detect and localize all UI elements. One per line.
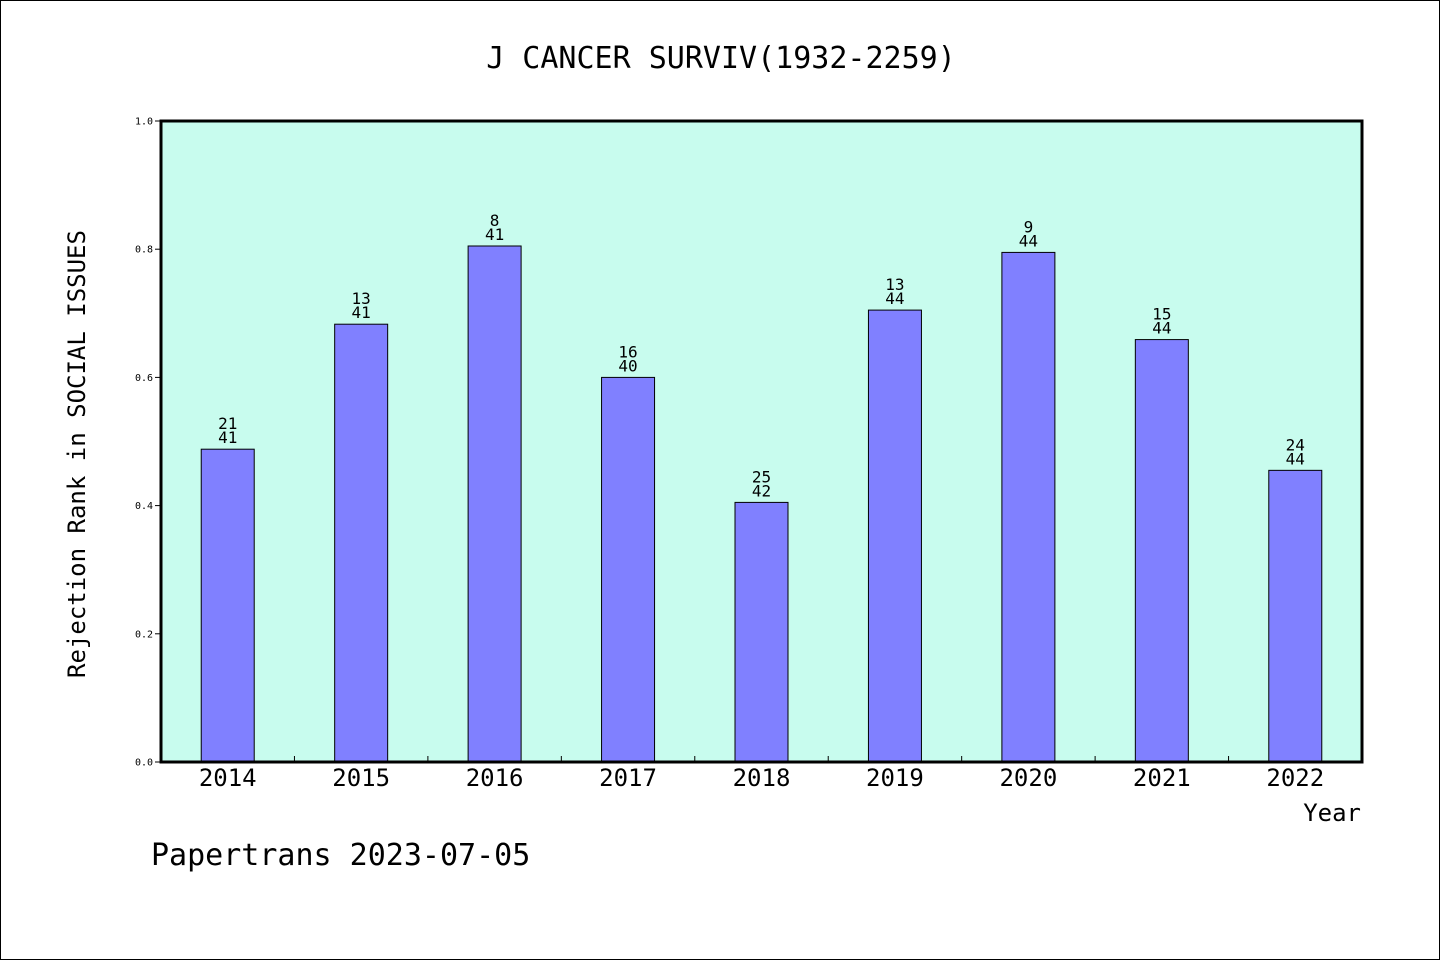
y-axis-label: Rejection Rank in SOCIAL ISSUES xyxy=(63,230,91,678)
y-tick-label-1.0: 1.0 xyxy=(135,117,153,128)
bar-label-total-2015: 41 xyxy=(352,303,371,322)
y-tick-label-0.6: 0.6 xyxy=(135,373,153,384)
x-tick-label-2015: 2015 xyxy=(332,764,390,792)
bar-2015 xyxy=(334,323,389,763)
bar-label-rank-2018: 25 xyxy=(752,467,771,486)
y-tick-label-0.2: 0.2 xyxy=(135,629,153,640)
bar-2017 xyxy=(601,376,656,763)
bar-label-rank-2019: 13 xyxy=(885,275,904,294)
y-tick-label-0.4: 0.4 xyxy=(135,501,153,512)
bar-label-rank-2015: 13 xyxy=(352,289,371,308)
footer-text: Papertrans 2023-07-05 xyxy=(151,838,530,873)
x-tick-label-2020: 2020 xyxy=(999,764,1057,792)
bar-label-total-2014: 41 xyxy=(218,428,237,447)
y-tick-label-0.8: 0.8 xyxy=(135,245,153,256)
bar-2014 xyxy=(200,448,255,763)
x-tick-label-2021: 2021 xyxy=(1133,764,1191,792)
x-axis-label: Year xyxy=(1303,799,1361,827)
bar-label-rank-2022: 24 xyxy=(1286,435,1305,454)
bar-label-total-2019: 44 xyxy=(885,289,904,308)
plot-border xyxy=(159,119,1364,764)
ticks-group: 2014 2015 2016 2017 2018 2019 2020 2021 2022 0.0 0… xyxy=(135,117,1324,793)
bar-label-rank-2017: 16 xyxy=(618,342,637,361)
bar-2022 xyxy=(1268,469,1323,763)
bar-label-total-2016: 41 xyxy=(485,225,504,244)
bar-label-rank-2014: 21 xyxy=(218,414,237,433)
x-tick-label-2016: 2016 xyxy=(466,764,524,792)
x-tick-label-2022: 2022 xyxy=(1266,764,1324,792)
bar-label-total-2022: 44 xyxy=(1286,449,1305,468)
bar-label-rank-2021: 15 xyxy=(1152,305,1171,324)
bar-2021 xyxy=(1134,339,1189,763)
bar-label-total-2017: 40 xyxy=(618,356,637,375)
x-tick-label-2014: 2014 xyxy=(199,764,257,792)
bar-2018 xyxy=(734,501,789,763)
bar-label-total-2020: 44 xyxy=(1019,231,1038,250)
y-tick-label-0.0: 0.0 xyxy=(135,758,153,769)
bar-label-rank-2016: 8 xyxy=(490,211,500,230)
bar-label-rank-2020: 9 xyxy=(1024,217,1034,236)
bar-2020 xyxy=(1001,251,1056,763)
bar-label-total-2018: 42 xyxy=(752,481,771,500)
x-tick-label-2019: 2019 xyxy=(866,764,924,792)
x-tick-label-2017: 2017 xyxy=(599,764,657,792)
chart-title: J CANCER SURVIV(1932-2259) xyxy=(486,41,956,76)
bar-2019 xyxy=(867,309,922,763)
x-tick-label-2018: 2018 xyxy=(733,764,791,792)
bar-label-total-2021: 44 xyxy=(1152,319,1171,338)
bar-2016 xyxy=(467,245,522,763)
